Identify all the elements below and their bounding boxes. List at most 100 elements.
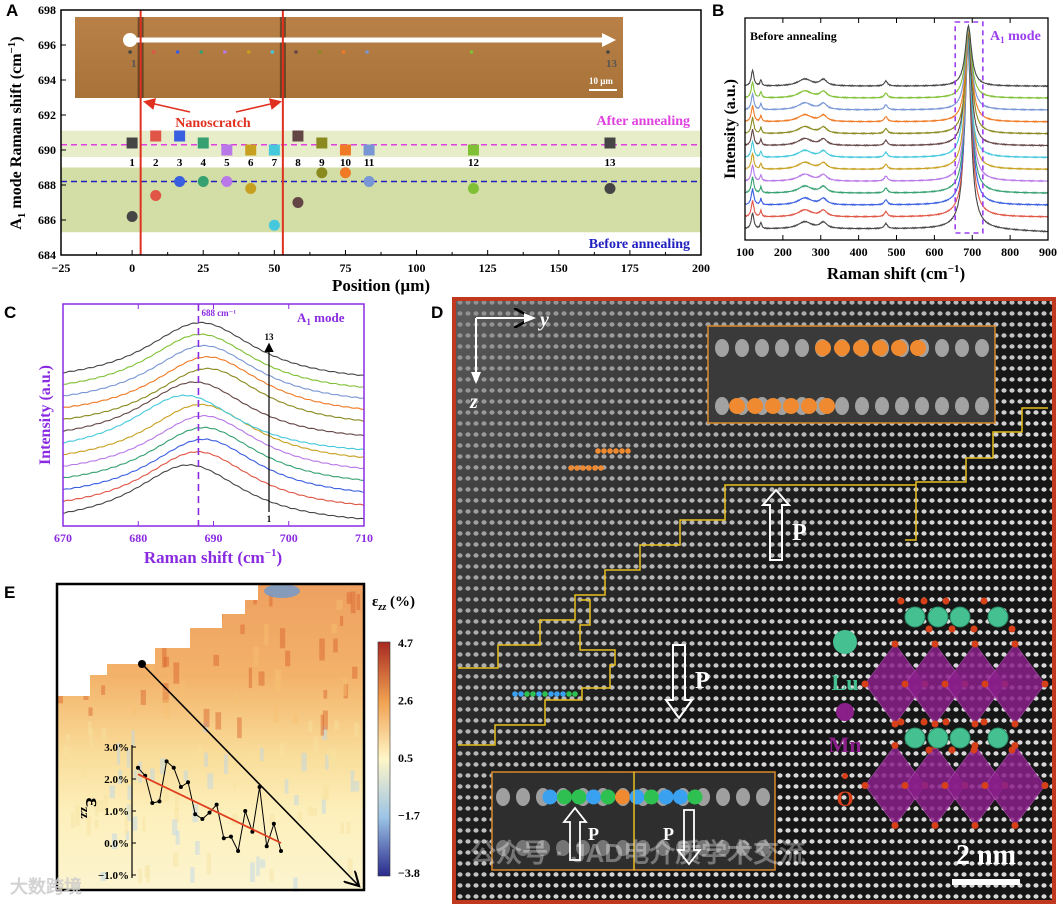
z-axis-label: z [469, 391, 478, 413]
y-label-sub: 1 [16, 213, 28, 219]
panel-label-e: E [4, 583, 15, 602]
o-legend-sphere [842, 773, 848, 779]
before-annealing-label: Before annealing [589, 237, 690, 252]
o-atom [931, 640, 939, 648]
x-label-sup: −1 [265, 547, 277, 559]
heatmap-cell [70, 812, 75, 828]
heatmap-cell [125, 830, 130, 841]
o-atom [971, 822, 979, 829]
lu-atom-marker [783, 398, 799, 414]
atom-marker [644, 789, 659, 805]
spectrum-line-2 [744, 39, 1049, 219]
scan-spot-2 [151, 50, 156, 54]
watermark-text-2: 大数跨境 [10, 876, 82, 897]
before-point-1 [126, 211, 138, 222]
watermark-text: 公众号 · JAD电介质学术交流 [470, 838, 805, 868]
atom-marker [658, 789, 674, 805]
x-label-end: ) [277, 548, 283, 567]
heatmap-cell [250, 862, 255, 882]
spectrum-line-7 [744, 33, 1049, 159]
heatmap-cell [109, 785, 116, 799]
heatmap-cell [198, 745, 202, 764]
atom-column [975, 339, 989, 357]
heatmap-cell [131, 730, 135, 747]
heatmap-cell [160, 758, 166, 775]
scale-bar-label: 10 µm [589, 76, 613, 86]
lu-atom-marker [910, 340, 926, 356]
cbar-sub: zz [377, 602, 386, 613]
heatmap-cell [206, 852, 212, 875]
x-tick-label: 50 [268, 261, 280, 275]
heatmap-cell [203, 722, 209, 733]
y-tick-label: 698 [38, 3, 56, 17]
heatmap-cell [331, 624, 337, 633]
atom-marker [536, 691, 542, 697]
scan-spot-9 [318, 50, 322, 54]
heatmap-cell [325, 754, 329, 770]
lu-atom-marker [891, 340, 907, 356]
heatmap-cell [346, 821, 351, 834]
point-number-2: 2 [153, 157, 159, 169]
image-frame [452, 297, 1056, 904]
line-profile-start [138, 660, 146, 668]
atom-column [975, 397, 989, 415]
heatmap-cell [127, 784, 133, 800]
point-number-13: 13 [604, 157, 616, 169]
colorbar-tick-label: 2.6 [398, 694, 413, 708]
scan-spot-12 [469, 50, 474, 54]
heatmap-cell [142, 816, 146, 832]
y-tick-label: 686 [38, 213, 56, 227]
scan-spot-11 [365, 50, 369, 54]
o-atom [1011, 822, 1019, 829]
o-atom [897, 597, 905, 605]
y-tick-label: 690 [38, 143, 56, 157]
x-tick-label: 670 [54, 531, 72, 545]
o-atom [920, 597, 928, 605]
epsilon-sub: zz [78, 807, 93, 819]
y-axis-arrow-head [524, 313, 536, 323]
heatmap-cell [144, 865, 148, 879]
after-point-13 [604, 137, 616, 149]
point-number-5: 5 [224, 157, 230, 169]
x-tick-label: 100 [408, 261, 426, 275]
x-tick-label: 710 [355, 531, 373, 545]
atom-column [736, 788, 750, 806]
x-tick-label: 900 [1039, 245, 1057, 259]
before-point-9 [316, 167, 328, 179]
heatmap-cell [323, 689, 328, 699]
lu-atom [949, 606, 971, 628]
after-annealing-band [61, 130, 701, 157]
x-tick-label: 690 [205, 531, 223, 545]
heatmap-cell [232, 781, 237, 790]
heatmap-cell [174, 807, 179, 822]
heatmap-cell [126, 804, 133, 821]
point-number-6: 6 [248, 157, 254, 169]
x-tick-label: −25 [52, 261, 71, 275]
polarization-label-small-down: P [663, 824, 674, 844]
strain-profile-point [150, 801, 155, 805]
panel-label-a: A [6, 1, 18, 20]
polarization-label-small-up: P [588, 824, 599, 844]
a1-peak-line-8 [62, 381, 365, 437]
spectrum-line-5 [744, 35, 1049, 183]
lu-atom [987, 606, 1009, 628]
point-number-1: 1 [129, 157, 135, 169]
domain-wall-boundary [905, 407, 1048, 541]
a1-main: A [297, 310, 307, 325]
a1-peak-line-1 [62, 464, 365, 520]
atom-marker [629, 789, 645, 805]
atom-column [875, 397, 889, 415]
x-tick-label: 200 [774, 245, 792, 259]
o-atom [920, 718, 928, 726]
atom-marker [687, 789, 703, 805]
lu-atom-marker [765, 398, 781, 414]
scan-spot-6 [246, 50, 251, 54]
heatmap-cell [203, 708, 210, 728]
atom-marker [572, 691, 578, 697]
lu-atom-marker [598, 465, 604, 471]
heatmap-cell [313, 736, 319, 753]
panel-e-strain-map: 3.0%2.0%1.0%0.0%−1.0%εzz4.72.60.5−1.7−3.… [10, 582, 420, 897]
atom-column [616, 840, 630, 856]
y-label-main: A [8, 218, 25, 230]
x-tick-label: 125 [479, 261, 497, 275]
